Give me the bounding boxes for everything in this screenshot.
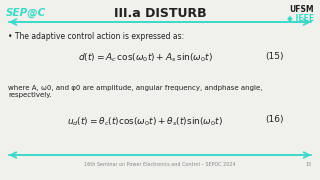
Text: 16th Seminar on Power Electronics and Control – SEPOC 2024: 16th Seminar on Power Electronics and Co… xyxy=(84,162,236,167)
Text: ◆ IEEE: ◆ IEEE xyxy=(287,13,314,22)
Text: UFSM: UFSM xyxy=(289,5,314,14)
Text: where A, ω0, and φ0 are amplitude, angular frequency, andphase angle,
respective: where A, ω0, and φ0 are amplitude, angul… xyxy=(8,85,262,98)
Text: (15): (15) xyxy=(265,52,284,61)
Text: 15: 15 xyxy=(306,162,312,167)
Text: • The adaptive control action is expressed as:: • The adaptive control action is express… xyxy=(8,32,184,41)
Text: SEP@C: SEP@C xyxy=(6,8,46,18)
Text: $d(t) = A_c\,\cos(\omega_0 t) + A_s\,\sin(\omega_0 t)$: $d(t) = A_c\,\cos(\omega_0 t) + A_s\,\si… xyxy=(78,52,212,64)
Text: III.a DISTURB: III.a DISTURB xyxy=(114,7,206,20)
Text: (16): (16) xyxy=(265,115,284,124)
Text: $u_d(t) = \theta_c(t)\cos(\omega_0 t) + \theta_s(t)\sin(\omega_0 t)$: $u_d(t) = \theta_c(t)\cos(\omega_0 t) + … xyxy=(67,115,223,127)
